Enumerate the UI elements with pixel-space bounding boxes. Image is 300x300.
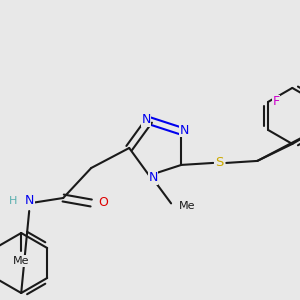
Text: H: H [9, 196, 17, 206]
Text: N: N [141, 113, 151, 126]
Text: N: N [180, 124, 189, 136]
Text: Me: Me [179, 201, 196, 212]
Text: N: N [25, 194, 34, 208]
Text: F: F [272, 95, 280, 108]
Text: N: N [148, 171, 158, 184]
Text: Me: Me [13, 256, 29, 266]
Text: S: S [215, 156, 224, 170]
Text: O: O [98, 196, 108, 209]
